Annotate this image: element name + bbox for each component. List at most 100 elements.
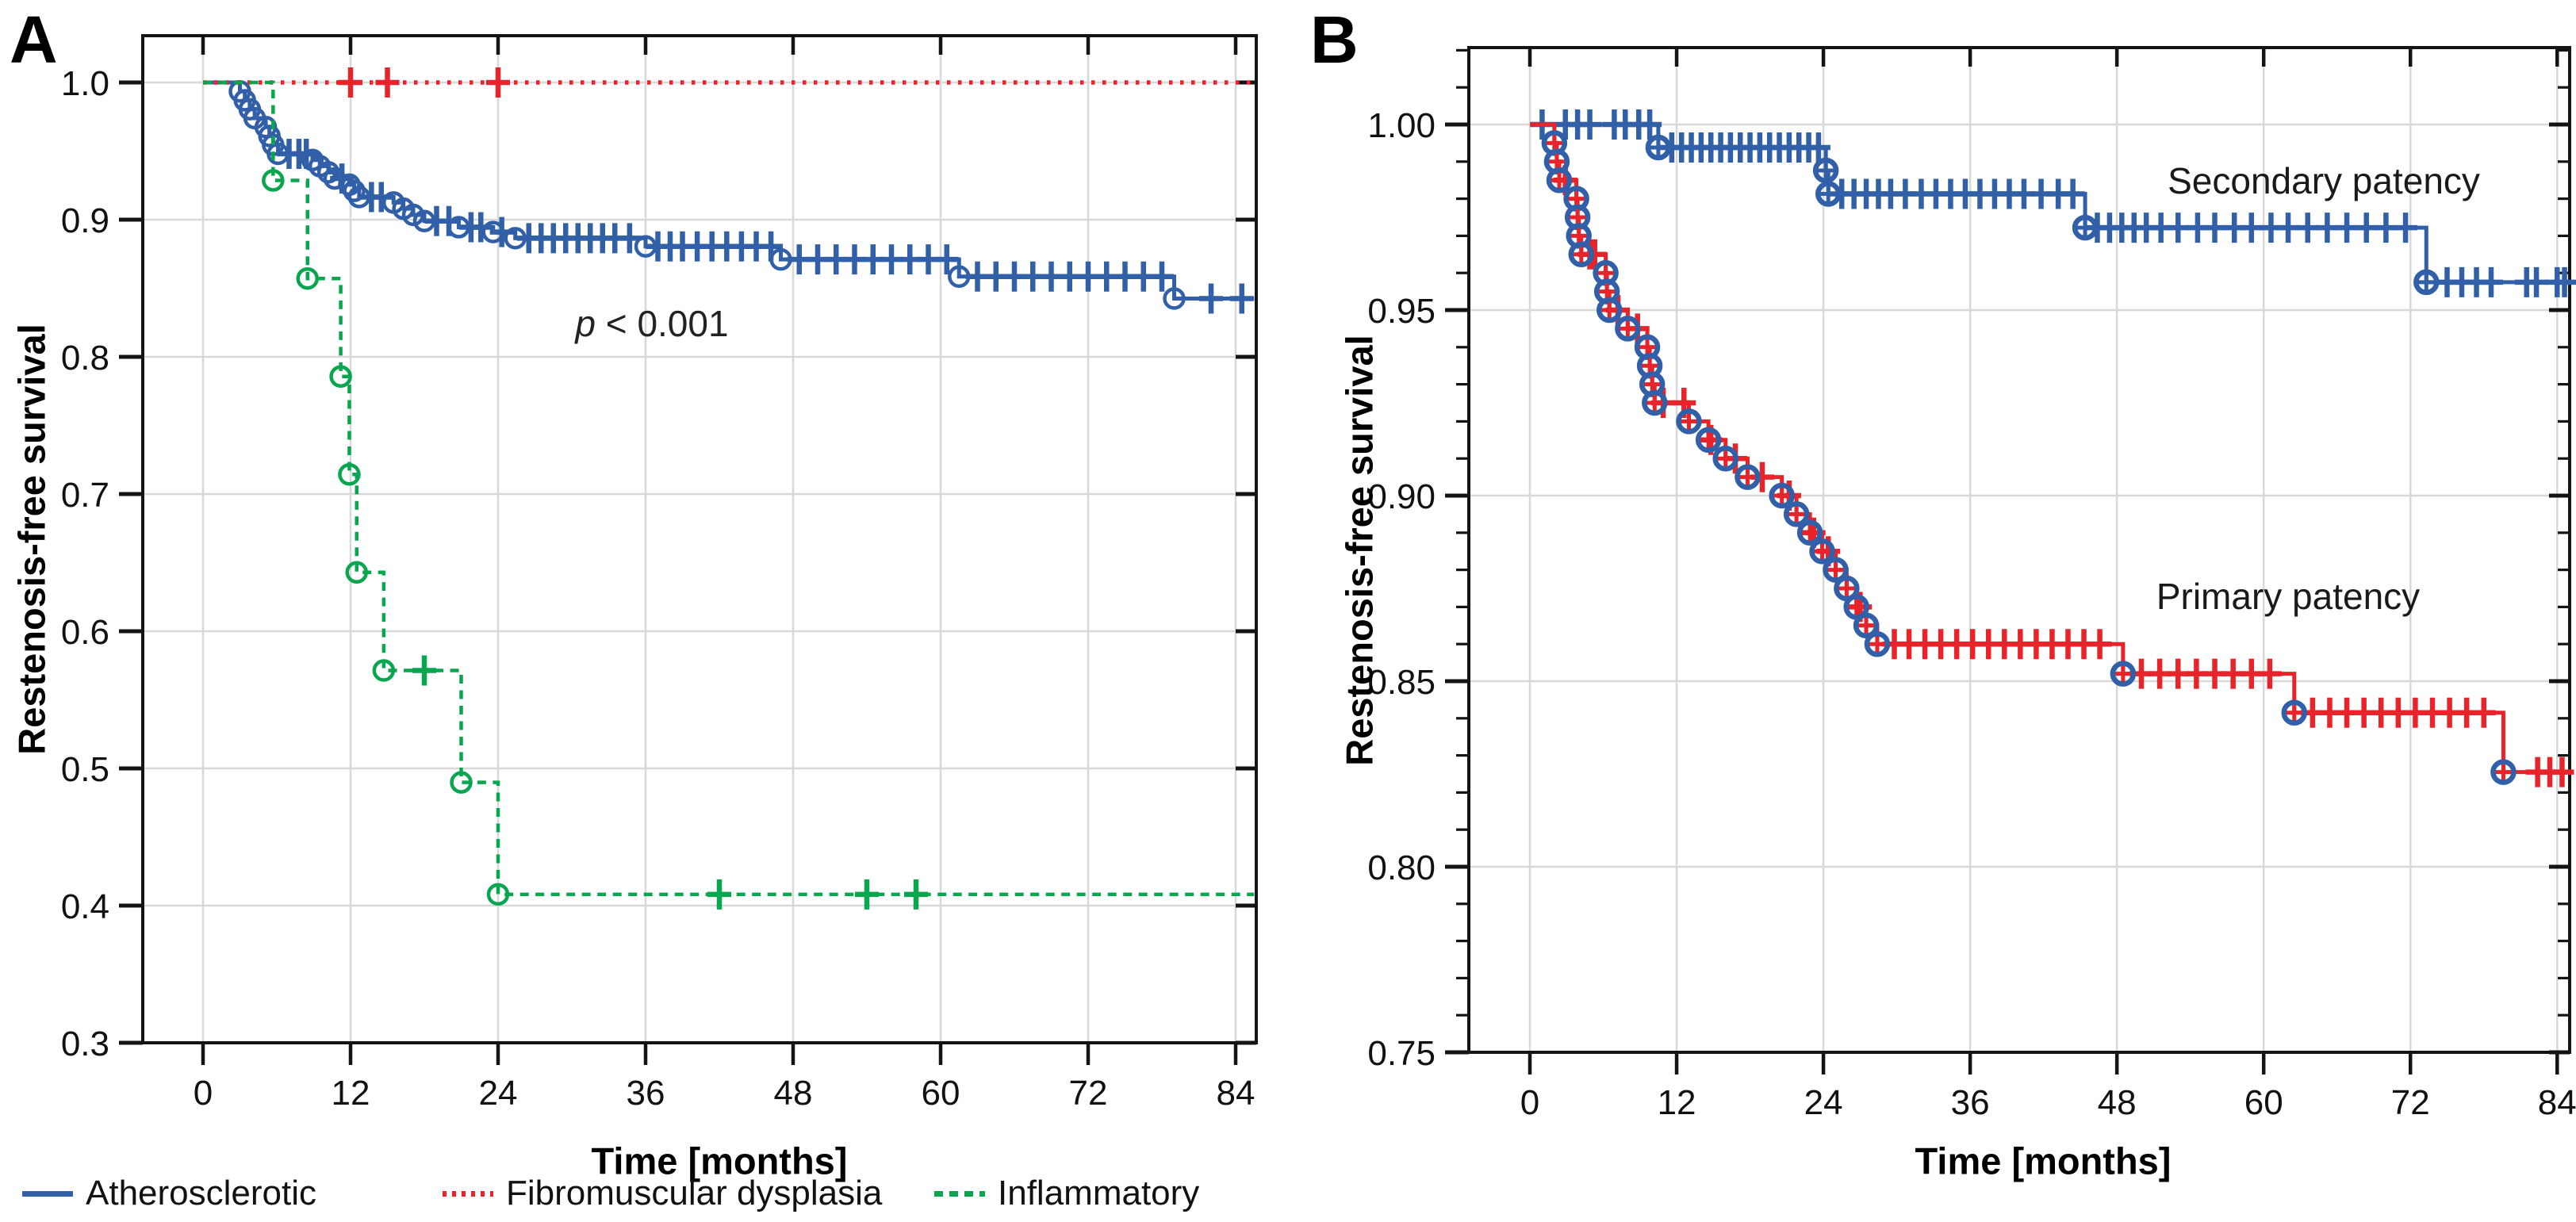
panel-a-letter: A [10, 2, 58, 77]
green-dashed-line-swatch-icon [934, 1190, 985, 1197]
event-marker [1546, 167, 1573, 193]
event-marker [345, 561, 368, 584]
event-marker [2110, 661, 2137, 687]
x-tick-label: 72 [1069, 1074, 1108, 1113]
event-marker [2072, 214, 2099, 241]
y-tick-label: 0.7 [61, 476, 109, 515]
event-marker [1645, 134, 1672, 161]
event-marker [343, 179, 366, 202]
event-marker [481, 220, 505, 243]
x-tick-label: 36 [627, 1074, 665, 1113]
event-marker [266, 142, 289, 166]
event-marker [372, 659, 396, 682]
y-tick-label: 0.90 [1367, 477, 1436, 516]
x-tick-label: 60 [922, 1074, 960, 1113]
event-marker [1783, 501, 1810, 527]
x-tick-label: 84 [2538, 1083, 2576, 1122]
panel-b-x-axis-title: Time [months] [1915, 1140, 2172, 1182]
x-tick-label: 48 [2098, 1083, 2137, 1122]
p-value-text: < 0.001 [596, 303, 729, 344]
event-marker [634, 235, 657, 258]
series-secondary-patency [1530, 109, 2576, 297]
event-marker [1796, 519, 1823, 546]
legend-label-fibromuscular-dysplasia: Fibromuscular dysplasia [506, 1174, 883, 1212]
y-tick-label: 1.0 [61, 64, 109, 103]
event-marker [1568, 241, 1595, 268]
series-atherosclerotic [203, 79, 1255, 314]
x-tick-label: 24 [479, 1074, 518, 1113]
legend-item-atherosclerotic: Atherosclerotic [22, 1174, 317, 1212]
primary-patency-label: Primary patency [2156, 576, 2421, 617]
event-marker [1769, 482, 1795, 509]
secondary-patency-label: Secondary patency [2168, 160, 2480, 201]
event-marker [412, 209, 436, 232]
event-marker [1163, 287, 1186, 310]
x-tick-label: 0 [194, 1074, 213, 1113]
event-marker [1676, 408, 1702, 435]
event-marker [329, 365, 352, 388]
event-marker [1735, 464, 1761, 490]
legend-label-inflammatory: Inflammatory [998, 1174, 1200, 1212]
event-marker [1695, 427, 1722, 454]
y-tick-label: 1.00 [1367, 106, 1436, 145]
event-marker [486, 883, 510, 906]
x-tick-label: 24 [1804, 1083, 1843, 1122]
event-marker [1712, 445, 1738, 472]
panel-a-y-axis-title: Restenosis-free survival [10, 324, 53, 755]
series-inflammatory [203, 80, 1255, 910]
y-tick-label: 0.80 [1367, 849, 1436, 887]
panel-b-frame [1467, 46, 2571, 1054]
y-tick-label: 0.6 [61, 613, 109, 652]
event-marker [504, 227, 527, 250]
series-primary-patency [1530, 122, 2574, 787]
event-marker [1864, 630, 1891, 657]
x-tick-label: 72 [2391, 1083, 2430, 1122]
event-marker [1809, 538, 1835, 565]
panel-a-plot: 0 12 24 36 48 60 72 84 1.0 0.9 0.8 0.7 0.6 0.5 0.4 0.3 [61, 34, 1258, 1113]
p-value-annotation: p < 0.001 [575, 302, 728, 345]
event-marker [401, 203, 425, 227]
event-marker [296, 266, 319, 290]
event-marker [447, 216, 470, 239]
panel-b-plot: 0 12 24 36 48 60 72 84 1.00 0.95 0.90 0.85 0.80 0.75 [1367, 46, 2576, 1122]
series-fibromuscular-dysplasia [203, 67, 1255, 98]
panel-a-x-axis-title: Time [months] [591, 1140, 848, 1182]
y-tick-label: 0.9 [61, 201, 109, 240]
event-marker [1823, 557, 1849, 583]
curve-line [203, 80, 1255, 897]
event-marker [1615, 316, 1641, 342]
event-marker [262, 169, 285, 192]
event-marker [316, 161, 340, 184]
panel-b-letter: B [1310, 2, 1359, 77]
event-marker [347, 186, 371, 209]
x-tick-label: 12 [332, 1074, 370, 1113]
event-marker [450, 771, 473, 794]
x-tick-label: 12 [1658, 1083, 1696, 1122]
x-tick-label: 60 [2244, 1083, 2283, 1122]
event-marker [1596, 297, 1623, 324]
event-marker [2413, 269, 2440, 296]
x-tick-label: 0 [1520, 1083, 1539, 1122]
event-marker [1853, 612, 1880, 639]
legend-item-inflammatory: Inflammatory [934, 1174, 1200, 1212]
event-marker [2281, 699, 2307, 726]
y-tick-label: 0.8 [61, 339, 109, 377]
legend-label-atherosclerotic: Atherosclerotic [86, 1174, 317, 1212]
y-tick-label: 0.5 [61, 750, 109, 789]
legend-item-fibromuscular-dysplasia: Fibromuscular dysplasia [443, 1174, 883, 1212]
y-tick-label: 0.85 [1367, 663, 1436, 702]
event-marker [948, 265, 971, 289]
event-marker [1642, 389, 1668, 416]
y-tick-label: 0.95 [1367, 292, 1436, 331]
curve-line [203, 80, 1255, 301]
panel-a-frame [141, 34, 1258, 1044]
y-tick-label: 0.4 [61, 887, 109, 926]
x-tick-label: 36 [1951, 1083, 1990, 1122]
y-tick-label: 0.3 [61, 1025, 109, 1063]
event-marker [338, 463, 361, 486]
panel-b-y-axis-title: Restenosis-free survival [1338, 335, 1381, 766]
x-tick-label: 84 [1217, 1074, 1255, 1113]
event-marker [1815, 181, 1842, 207]
